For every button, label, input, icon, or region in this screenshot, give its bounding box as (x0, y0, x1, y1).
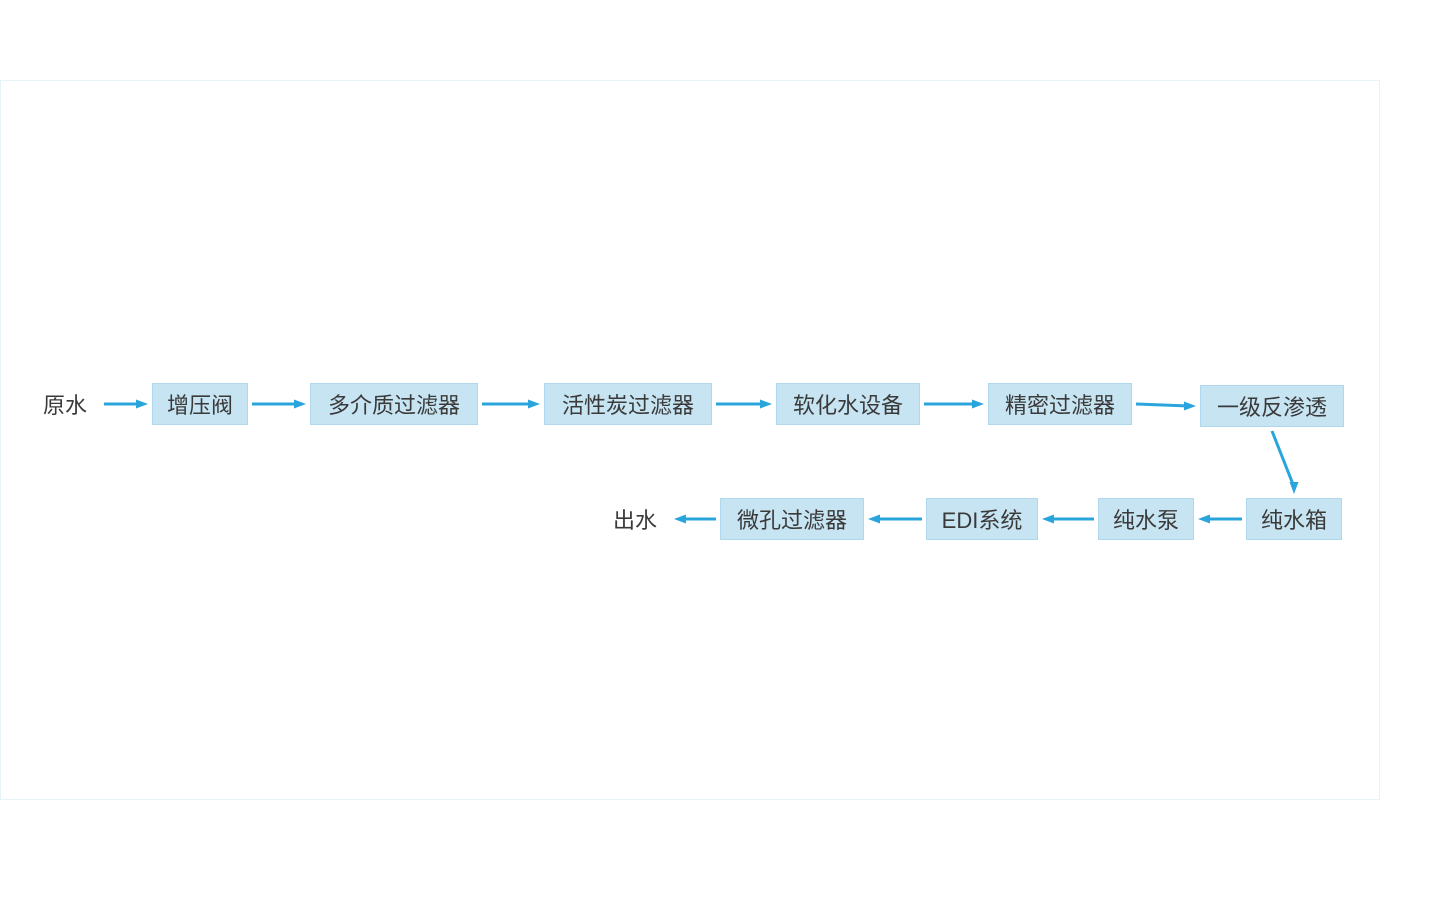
node-label: 多介质过滤器 (328, 388, 460, 420)
arrow-boost-multi (237, 389, 321, 419)
node-label: 出水 (613, 503, 657, 535)
arrow-tank-pump (1183, 504, 1257, 534)
arrow-ro-tank (1257, 416, 1309, 509)
arrow-carbon-soften (701, 389, 787, 419)
arrow-precise-ro (1121, 389, 1211, 421)
node-label: 软化水设备 (793, 388, 903, 420)
node-edi: EDI系统 (926, 498, 1038, 540)
node-soften: 软化水设备 (776, 383, 920, 425)
node-label: 纯水泵 (1113, 503, 1179, 535)
arrow-pump-edi (1027, 504, 1109, 534)
node-label: 精密过滤器 (1005, 388, 1115, 420)
node-label: EDI系统 (942, 503, 1023, 535)
arrow-micro-out (659, 504, 731, 534)
node-label: 增压阀 (167, 388, 233, 420)
node-micro: 微孔过滤器 (720, 498, 864, 540)
node-boost: 增压阀 (152, 383, 248, 425)
node-precise: 精密过滤器 (988, 383, 1132, 425)
node-carbon: 活性炭过滤器 (544, 383, 712, 425)
arrow-raw-boost (89, 389, 163, 419)
node-label: 原水 (43, 388, 87, 420)
node-pump: 纯水泵 (1098, 498, 1194, 540)
arrow-edi-micro (853, 504, 937, 534)
diagram-frame (0, 80, 1380, 800)
node-label: 活性炭过滤器 (562, 388, 694, 420)
node-multi: 多介质过滤器 (310, 383, 478, 425)
arrow-soften-precise (909, 389, 999, 419)
arrow-multi-carbon (467, 389, 555, 419)
node-label: 微孔过滤器 (737, 503, 847, 535)
